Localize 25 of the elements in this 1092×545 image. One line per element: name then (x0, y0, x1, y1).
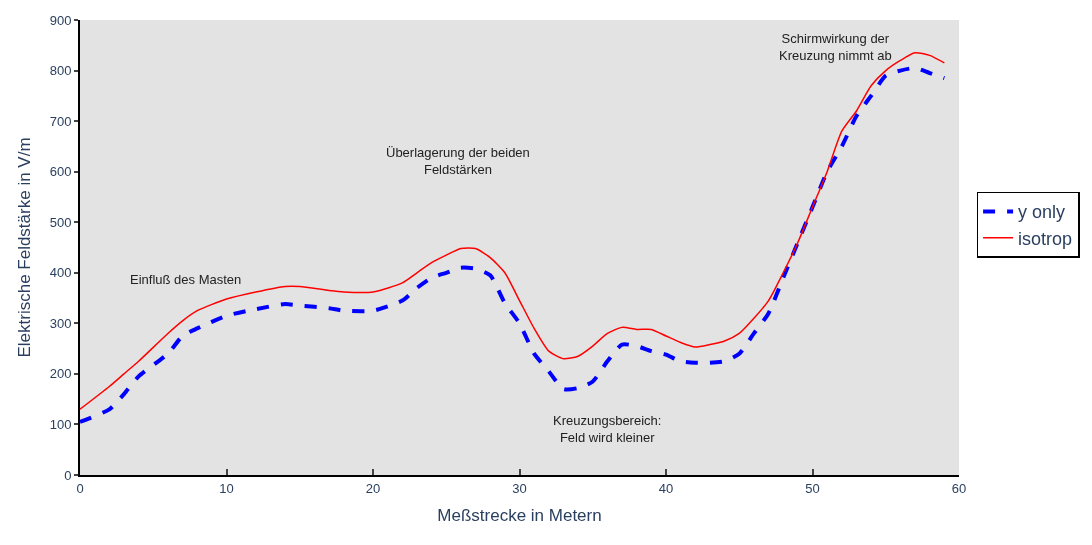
y-tick-label: 300 (49, 315, 72, 331)
y-tick-label: 700 (49, 113, 72, 129)
x-tick-label: 50 (805, 480, 820, 496)
legend-label: isotrop (1018, 228, 1073, 249)
annotation: Überlagerung der beiden Feldstärken (386, 145, 530, 177)
y-tick-label: 400 (49, 265, 72, 281)
x-tick-label: 0 (76, 480, 84, 496)
y-tick-label: 500 (49, 214, 72, 230)
y-tick-label: 800 (49, 63, 72, 79)
y-tick-label: 200 (49, 366, 72, 382)
x-axis-title: Meßstrecke in Metern (437, 506, 602, 526)
x-tick-label: 40 (658, 480, 674, 496)
x-tick-label: 20 (365, 480, 381, 496)
annotation: Kreuzungsbereich: Feld wird kleiner (553, 413, 662, 445)
y-axis-title: Elektrische Feldstärke in V/m (14, 137, 34, 358)
annotation: Einfluß des Masten (130, 272, 242, 287)
y-tick-label: 600 (49, 164, 72, 180)
x-tick-label: 30 (512, 480, 527, 496)
y-tick-label: 100 (49, 416, 72, 432)
annotation: Schirmwirkung der Kreuzung nimmt ab (779, 31, 892, 63)
legend-label: y only (1018, 202, 1066, 223)
y-tick-label: 900 (49, 12, 72, 28)
x-tick-label: 60 (951, 480, 967, 496)
y-tick-label: 0 (64, 467, 72, 483)
x-tick-label: 10 (219, 480, 234, 496)
